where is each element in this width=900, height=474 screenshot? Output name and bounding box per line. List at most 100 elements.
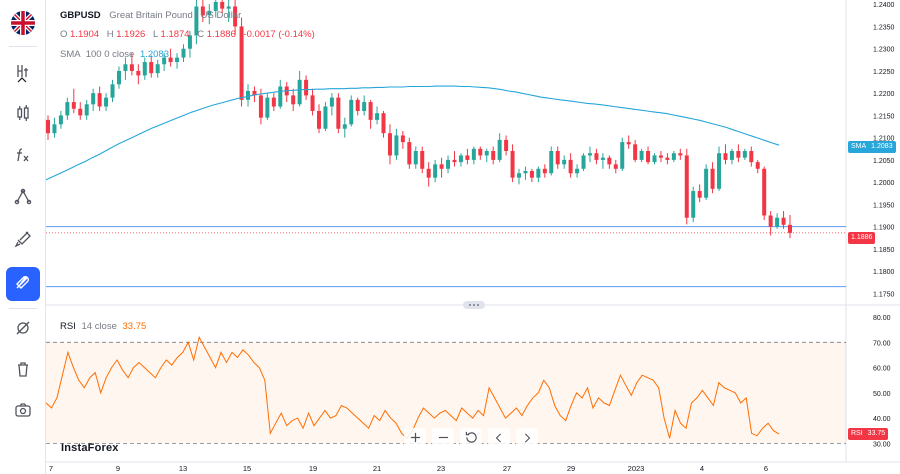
candle-body <box>129 64 134 71</box>
candle-body <box>52 124 57 134</box>
candle-body <box>91 93 96 105</box>
rsi-params: 14 close <box>81 321 117 332</box>
candle-body <box>665 157 670 160</box>
symbol-name[interactable]: GBPUSD <box>60 10 101 21</box>
candle-body <box>46 119 51 134</box>
pane-resize-handle[interactable] <box>463 301 485 309</box>
candle-body <box>387 133 392 156</box>
candle-body <box>239 26 244 100</box>
magnet-tool-button[interactable] <box>6 267 40 301</box>
chart-area[interactable]: 1.2400 1.2350 1.2300 1.2250 1.2200 1.2150 1.21… <box>46 0 900 474</box>
brush-icon <box>13 229 33 254</box>
candle-body <box>542 168 547 174</box>
candle-body <box>310 95 315 111</box>
hide-drawings-button[interactable] <box>6 313 40 347</box>
crosshair-tool-button[interactable] <box>6 56 40 90</box>
crosshair-icon <box>13 61 33 86</box>
candle-body <box>220 2 225 9</box>
candle-body <box>84 104 89 116</box>
candle-body <box>536 168 541 178</box>
candle-body <box>497 139 502 160</box>
price-axis-label: 1.2300 <box>873 47 895 54</box>
symbol-description: Great Britain Pound / US Dollar <box>109 10 242 21</box>
candle-body <box>736 151 741 158</box>
toolbar-divider <box>9 308 37 309</box>
indicators-button[interactable] <box>6 140 40 174</box>
candle-body <box>484 151 489 156</box>
broker-watermark: InstaForex <box>61 442 119 454</box>
screenshot-button[interactable] <box>6 395 40 429</box>
rsi-value: 33.75 <box>122 321 147 332</box>
rsi-value-tag: RSI 33.75 <box>848 428 889 440</box>
remove-drawings-button[interactable] <box>6 354 40 388</box>
toolbar-divider <box>9 46 37 47</box>
candle-body <box>329 97 334 107</box>
scroll-right-button[interactable] <box>516 428 538 448</box>
chart-type-button[interactable] <box>6 98 40 132</box>
flag-uk-icon[interactable] <box>11 11 35 35</box>
candle-body <box>633 144 638 160</box>
rsi-axis-label: 60.00 <box>873 366 891 373</box>
candle-body <box>187 35 192 49</box>
rsi-tag-label: RSI <box>851 430 863 437</box>
candle-body <box>362 102 367 111</box>
time-axis-label: 2023 <box>628 464 645 473</box>
time-axis-label: 27 <box>503 464 511 473</box>
zoom-out-button[interactable] <box>432 428 454 448</box>
candle-body <box>775 217 780 227</box>
time-axis-label: 6 <box>764 464 768 473</box>
time-axis-label: 7 <box>49 464 53 473</box>
ohlc-high-value: 1.1926 <box>116 29 146 40</box>
zoom-in-button[interactable] <box>404 428 426 448</box>
candle-body <box>336 97 341 129</box>
chevron-left-icon <box>494 431 504 446</box>
sma-value: 1.2083 <box>139 49 169 60</box>
candle-body <box>742 151 747 158</box>
ohlc-close-key: C <box>197 29 205 40</box>
reset-chart-button[interactable] <box>460 428 482 448</box>
candle-body <box>407 142 412 165</box>
candle-body <box>600 157 605 160</box>
price-axis-label: 1.1800 <box>873 269 895 276</box>
time-axis-label: 29 <box>567 464 575 473</box>
candle-body <box>652 155 657 163</box>
candle-body <box>162 57 167 65</box>
trend-line-tool-button[interactable] <box>6 182 40 216</box>
candle-body <box>168 57 173 63</box>
candle-body <box>116 70 121 85</box>
sma-name: SMA <box>60 49 81 60</box>
candle-body <box>78 108 83 116</box>
collapse-legend-icon[interactable] <box>17 71 27 83</box>
sma-legend[interactable]: SMA 100 0 close 1.2083 <box>60 49 169 60</box>
candle-body <box>155 64 160 74</box>
time-axis-label: 13 <box>179 464 187 473</box>
candle-body <box>458 155 463 163</box>
candle-body <box>175 57 180 63</box>
scroll-left-button[interactable] <box>488 428 510 448</box>
price-chart-canvas[interactable]: 1.2400 1.2350 1.2300 1.2250 1.2200 1.2150 1.21… <box>46 0 900 474</box>
time-axis-label: 9 <box>116 464 120 473</box>
candle-body <box>768 215 773 227</box>
rsi-axis-label: 70.00 <box>873 340 891 347</box>
candle-body <box>581 155 586 169</box>
time-axis-label: 15 <box>243 464 251 473</box>
candle-body <box>478 148 483 156</box>
sma-tag-label: SMA <box>851 143 867 150</box>
candle-body <box>213 2 218 11</box>
candle-body <box>368 102 373 120</box>
candle-body <box>491 151 496 160</box>
fx-icon <box>13 145 33 170</box>
price-axis-label: 1.2050 <box>873 158 895 165</box>
candle-body <box>426 168 431 178</box>
candle-body <box>549 151 554 174</box>
candle-body <box>71 102 76 109</box>
candle-body <box>678 153 683 156</box>
candle-body <box>710 168 715 189</box>
brush-tool-button[interactable] <box>6 224 40 258</box>
candle-body <box>304 79 309 96</box>
price-axis-label: 1.1950 <box>873 202 895 209</box>
rsi-legend[interactable]: RSI 14 close 33.75 <box>60 321 146 332</box>
candle-body <box>594 153 599 160</box>
candle-body <box>684 155 689 218</box>
candle-body <box>439 164 444 169</box>
